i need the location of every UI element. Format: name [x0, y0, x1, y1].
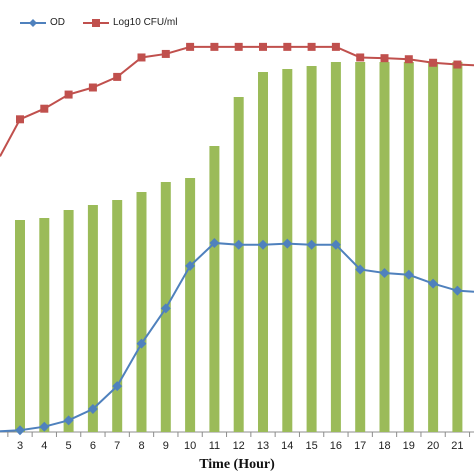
od-point-16 — [330, 239, 341, 250]
od-point-21 — [452, 285, 463, 296]
od-point-19 — [403, 269, 414, 280]
cfu-point-6 — [88, 83, 97, 92]
line-series — [0, 42, 474, 436]
bar-8 — [136, 192, 147, 432]
x-tick-label-5: 5 — [66, 440, 72, 452]
legend-cfu-label: Log10 CFU/ml — [113, 17, 178, 28]
od-point-15 — [306, 239, 317, 250]
x-tick-label-4: 4 — [41, 440, 47, 452]
od-point-10 — [185, 260, 196, 271]
cfu-point-15 — [307, 42, 316, 51]
x-ticks — [7, 432, 471, 437]
cfu-point-3 — [16, 115, 24, 124]
cfu-point-20 — [429, 58, 438, 67]
x-tick-label-18: 18 — [378, 440, 390, 452]
x-tick-label-19: 19 — [403, 440, 415, 452]
bar-17 — [355, 62, 366, 432]
od-point-7 — [112, 381, 123, 392]
cfu-point-12 — [234, 42, 243, 51]
bar-10 — [185, 178, 196, 432]
cfu-point-5 — [64, 90, 73, 99]
legend-od-label: OD — [50, 17, 65, 28]
od-point-3 — [15, 425, 25, 436]
bar-6 — [87, 205, 98, 432]
x-tick-label-10: 10 — [184, 440, 196, 452]
bar-12 — [233, 97, 244, 432]
x-tick-label-17: 17 — [354, 440, 366, 452]
cfu-point-9 — [161, 49, 170, 58]
cfu-point-13 — [259, 42, 267, 51]
x-tick-label-13: 13 — [257, 440, 269, 452]
bar-13 — [258, 72, 268, 432]
cfu-point-7 — [113, 72, 122, 81]
od-point-17 — [355, 264, 366, 275]
od-point-20 — [428, 278, 439, 289]
bar-3 — [15, 220, 25, 432]
cfu-point-18 — [380, 54, 389, 63]
x-tick-label-9: 9 — [163, 440, 169, 452]
cfu-point-14 — [283, 42, 292, 51]
od-point-5 — [63, 415, 74, 426]
x-axis-title: Time (Hour) — [199, 457, 275, 472]
bar-7 — [112, 200, 123, 432]
od-point-13 — [258, 239, 268, 250]
od-point-12 — [233, 239, 244, 250]
cfu-point-4 — [40, 104, 49, 113]
od-point-18 — [379, 268, 390, 278]
legend-item-od: OD — [20, 17, 65, 28]
x-tick-label-8: 8 — [138, 440, 144, 452]
legend-od-marker — [20, 18, 46, 27]
legend-cfu-marker — [83, 18, 109, 27]
cfu-point-8 — [137, 53, 146, 62]
x-tick-label-6: 6 — [90, 440, 96, 452]
x-tick-labels: 3 4 5 6 7 8 9 10 11 12 13 14 15 16 17 18 19 20 21 — [17, 440, 464, 452]
cfu-point-21 — [453, 60, 462, 69]
x-tick-label-14: 14 — [281, 440, 293, 452]
cfu-point-19 — [404, 55, 413, 64]
x-tick-label-7: 7 — [114, 440, 120, 452]
bar-18 — [379, 62, 390, 432]
bar-5 — [63, 210, 74, 432]
bar-20 — [428, 62, 439, 432]
bar-4 — [39, 218, 50, 432]
x-tick-label-11: 11 — [209, 440, 220, 452]
cfu-point-10 — [186, 42, 195, 51]
od-point-8 — [136, 338, 147, 349]
od-point-4 — [39, 421, 50, 432]
x-tick-label-15: 15 — [305, 440, 317, 452]
od-point-6 — [87, 404, 98, 415]
bar-14 — [282, 69, 293, 432]
od-point-14 — [282, 238, 293, 249]
od-point-9 — [160, 303, 171, 314]
cfu-point-16 — [331, 42, 340, 51]
bar-19 — [403, 62, 414, 432]
x-tick-label-3: 3 — [17, 440, 23, 452]
od-point-11 — [209, 237, 220, 248]
x-tick-label-16: 16 — [330, 440, 342, 452]
legend-item-cfu: Log10 CFU/ml — [83, 17, 177, 28]
cfu-point-17 — [356, 53, 365, 62]
cfu-point-11 — [210, 42, 219, 51]
legend: OD Log10 CFU/ml — [20, 17, 195, 28]
bar-21 — [452, 62, 463, 432]
bar-11 — [209, 146, 220, 432]
x-tick-label-20: 20 — [427, 440, 439, 452]
x-tick-label-21: 21 — [451, 440, 463, 452]
x-tick-label-12: 12 — [233, 440, 245, 452]
